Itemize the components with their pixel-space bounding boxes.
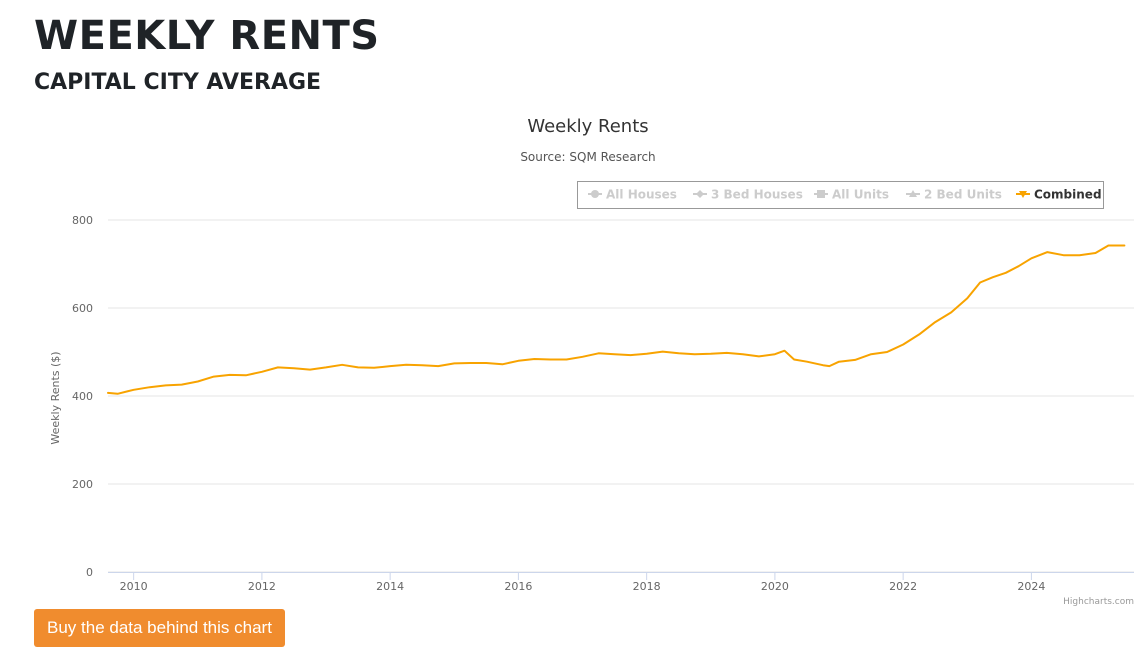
- chart-legend: All Houses 3 Bed Houses All Units 2 Bed Uni…: [577, 181, 1104, 209]
- y-axis-label: Weekly Rents ($): [49, 351, 62, 444]
- legend-item-2-bed-units[interactable]: 2 Bed Units: [906, 188, 1002, 202]
- series-layer: [107, 244, 1126, 395]
- diamond-icon: [696, 190, 704, 198]
- y-tick-label: 800: [72, 214, 93, 227]
- y-tick-label: 0: [86, 566, 93, 579]
- legend-label: 3 Bed Houses: [711, 188, 803, 202]
- x-tick-label: 2024: [1017, 580, 1045, 593]
- y-tick-label: 400: [72, 390, 93, 403]
- x-tick-label: 2022: [889, 580, 917, 593]
- legend-label: All Houses: [606, 188, 677, 202]
- x-tick-label: 2020: [761, 580, 789, 593]
- legend-item-all-units[interactable]: All Units: [814, 188, 889, 202]
- legend-label: 2 Bed Units: [924, 188, 1002, 202]
- square-icon: [817, 190, 825, 198]
- triangle-icon: [909, 190, 917, 197]
- triangle-down-icon: [1019, 191, 1027, 198]
- legend-item-combined[interactable]: Combined: [1016, 188, 1102, 202]
- x-tick-label: 2018: [633, 580, 661, 593]
- x-tick-label: 2010: [120, 580, 148, 593]
- y-tick-label: 200: [72, 478, 93, 491]
- highcharts-credit[interactable]: Highcharts.com: [1063, 597, 1134, 607]
- x-axis-ticks: 2010 2012 2014 2016 2018 2020 2022 2024: [108, 572, 1134, 593]
- buy-data-button[interactable]: Buy the data behind this chart: [34, 609, 285, 647]
- page-title: WEEKLY RENTS: [34, 13, 380, 59]
- chart-title: Weekly Rents: [527, 116, 648, 137]
- page-subtitle: CAPITAL CITY AVERAGE: [34, 70, 322, 95]
- legend-box: [577, 181, 1104, 209]
- series-combined: [107, 244, 1126, 395]
- circle-icon: [591, 190, 599, 198]
- legend-item-all-houses[interactable]: All Houses: [588, 188, 677, 202]
- x-tick-label: 2014: [376, 580, 404, 593]
- legend-label: Combined: [1034, 188, 1102, 202]
- x-tick-label: 2016: [504, 580, 532, 593]
- chart-svg: Weekly Rents Source: SQM Research All Ho…: [49, 116, 1134, 607]
- y-axis-ticks: 0 200 400 600 800: [72, 214, 93, 579]
- y-tick-label: 600: [72, 302, 93, 315]
- series-line[interactable]: [107, 244, 1126, 395]
- legend-label: All Units: [832, 188, 889, 202]
- chart-subtitle: Source: SQM Research: [520, 150, 655, 164]
- x-tick-label: 2012: [248, 580, 276, 593]
- legend-item-3-bed-houses[interactable]: 3 Bed Houses: [693, 188, 803, 202]
- grid-lines: [108, 219, 1134, 573]
- weekly-rents-chart: Weekly Rents Source: SQM Research All Ho…: [0, 108, 1147, 608]
